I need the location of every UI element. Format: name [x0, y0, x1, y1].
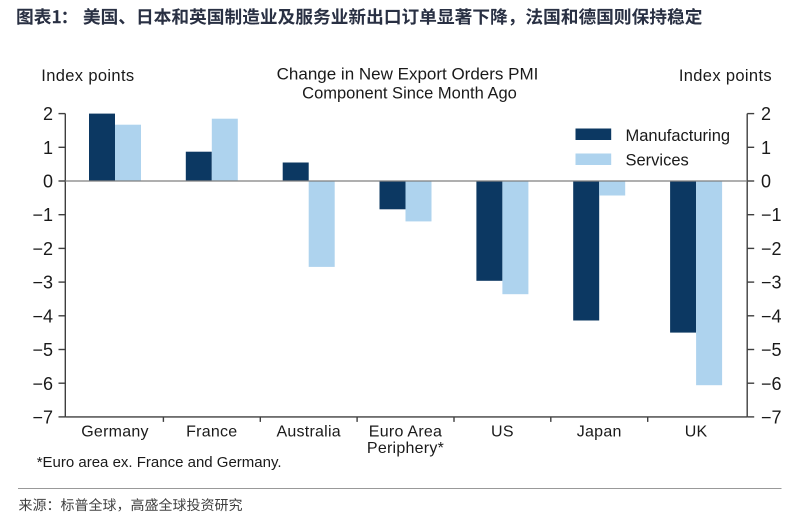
svg-text:Component Since Month Ago: Component Since Month Ago [302, 84, 517, 102]
svg-text:−3: −3 [761, 273, 782, 293]
svg-text:Services: Services [626, 152, 689, 170]
svg-text:−3: −3 [32, 273, 53, 293]
svg-text:Japan: Japan [577, 424, 622, 441]
svg-text:1: 1 [761, 138, 771, 158]
svg-text:−4: −4 [32, 306, 53, 326]
svg-text:−7: −7 [32, 407, 53, 427]
svg-text:−6: −6 [32, 374, 53, 394]
svg-text:−5: −5 [32, 340, 53, 360]
svg-text:2: 2 [43, 104, 53, 124]
svg-text:−7: −7 [761, 407, 782, 427]
svg-text:Australia: Australia [276, 424, 341, 441]
svg-text:0: 0 [761, 172, 771, 192]
svg-text:0: 0 [43, 172, 53, 192]
svg-text:−5: −5 [761, 340, 782, 360]
svg-text:Periphery*: Periphery* [367, 440, 444, 457]
svg-text:−6: −6 [761, 374, 782, 394]
svg-text:Index points: Index points [679, 67, 772, 85]
svg-text:−2: −2 [761, 239, 782, 259]
svg-text:UK: UK [685, 424, 708, 441]
svg-text:−2: −2 [32, 239, 53, 259]
svg-text:Euro Area: Euro Area [369, 424, 442, 441]
svg-text:US: US [491, 424, 514, 441]
svg-text:Manufacturing: Manufacturing [626, 127, 731, 145]
svg-text:1: 1 [43, 138, 53, 158]
svg-text:Index points: Index points [41, 67, 134, 85]
svg-text:−1: −1 [761, 205, 782, 225]
svg-text:Germany: Germany [81, 424, 149, 441]
svg-text:France: France [186, 424, 237, 441]
svg-text:*Euro area ex. France and Germ: *Euro area ex. France and Germany. [37, 454, 282, 471]
svg-text:−1: −1 [32, 205, 53, 225]
svg-text:−4: −4 [761, 306, 782, 326]
svg-text:2: 2 [761, 104, 771, 124]
svg-text:Change in New Export Orders PM: Change in New Export Orders PMI [277, 65, 539, 84]
